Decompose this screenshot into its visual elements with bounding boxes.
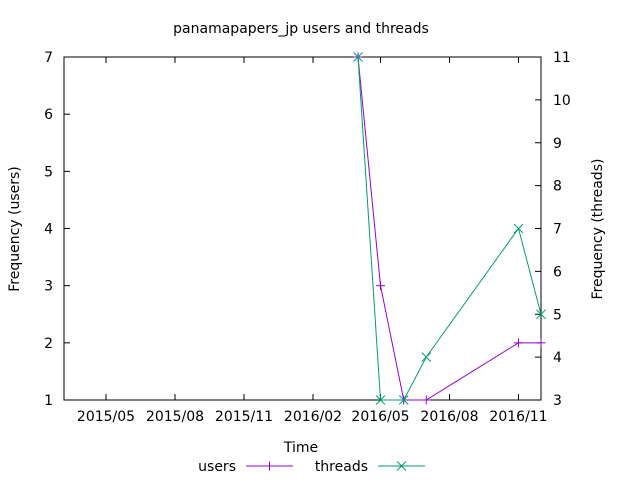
data-point-threads (353, 52, 363, 62)
legend-sample-threads (378, 461, 425, 471)
legend-marker (265, 461, 274, 471)
data-point-threads (421, 352, 432, 362)
legend-label-threads: threads (315, 459, 368, 475)
y-left-tick-label: 3 (44, 279, 53, 295)
data-point-threads (536, 309, 546, 320)
data-point-users (514, 338, 523, 348)
y-axis-right: 3 4 5 6 7 8 9 10 11 (535, 50, 571, 409)
y-left-tick-label: 1 (44, 393, 53, 409)
y-axis-right-label: Frequency (threads) (590, 159, 606, 300)
y-left-tick-label: 5 (44, 164, 53, 180)
y-right-tick-label: 9 (553, 136, 562, 152)
x-tick-label: 2016/08 (420, 409, 478, 425)
data-point-users (376, 281, 385, 291)
y-left-tick-label: 7 (44, 50, 53, 66)
series-layer (353, 52, 546, 405)
x-axis: 2015/05 2015/08 2015/11 2016/02 2016/05 2016/… (77, 57, 548, 425)
chart-title: panamapapers_jp users and threads (173, 21, 429, 37)
legend-marker (396, 461, 407, 471)
y-right-tick-label: 5 (553, 307, 562, 323)
data-point-threads (513, 223, 524, 234)
x-tick-label: 2015/08 (146, 409, 204, 425)
x-axis-label: Time (283, 440, 318, 456)
y-right-tick-label: 8 (553, 179, 562, 195)
y-right-tick-label: 10 (553, 93, 571, 109)
y-right-tick-label: 3 (553, 393, 562, 409)
legend-label-users: users (198, 459, 236, 475)
y-right-tick-label: 7 (553, 222, 562, 238)
x-tick-label: 2015/11 (215, 409, 273, 425)
series-line-users (357, 56, 541, 401)
data-point-users (536, 338, 546, 348)
y-left-tick-label: 2 (44, 336, 53, 352)
data-point-threads (375, 395, 386, 405)
y-axis-left-label: Frequency (users) (7, 166, 23, 292)
data-point-threads (398, 395, 409, 405)
y-axis-left: 1 2 3 4 5 6 7 (44, 50, 70, 409)
y-left-tick-label: 4 (44, 222, 53, 238)
x-tick-label: 2016/11 (489, 409, 547, 425)
x-tick-label: 2016/02 (284, 409, 342, 425)
legend-sample-users (246, 461, 293, 471)
data-point-users (421, 395, 431, 405)
legend: users threads (198, 459, 425, 475)
x-tick-label: 2015/05 (77, 409, 135, 425)
y-right-tick-label: 6 (553, 264, 562, 280)
x-tick-label: 2016/05 (351, 409, 409, 425)
y-right-tick-label: 11 (553, 50, 571, 66)
plot-frame (63, 56, 542, 401)
series-line-threads (357, 56, 542, 401)
y-right-tick-label: 4 (553, 350, 562, 366)
y-left-tick-label: 6 (44, 107, 53, 123)
